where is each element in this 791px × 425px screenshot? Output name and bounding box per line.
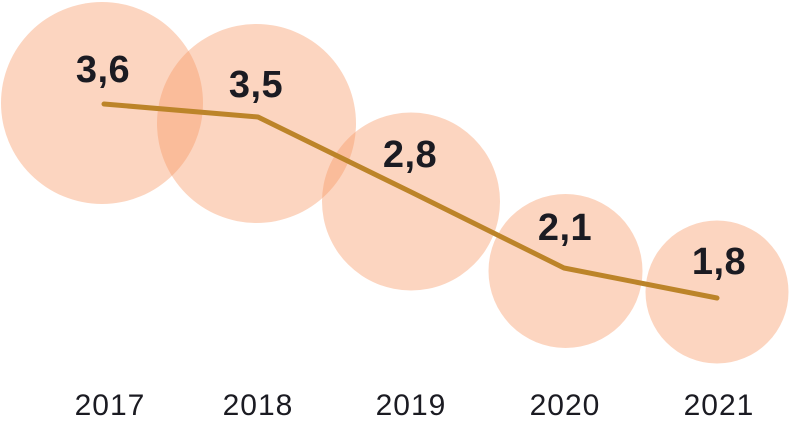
value-label-2020: 2,1 [537,207,593,249]
x-axis-label-2021: 2021 [683,389,755,422]
value-label-2019: 2,8 [382,134,438,176]
value-label-2021: 1,8 [691,241,747,283]
x-axis-label-2020: 2020 [529,389,601,422]
bubble-2019 [322,112,500,291]
bubble-2018 [157,24,356,223]
value-label-2017: 3,6 [75,49,131,91]
bubble-2021 [645,220,789,364]
x-axis-label-2019: 2019 [375,389,447,422]
x-axis-label-2017: 2017 [74,389,146,422]
x-axis-label-2018: 2018 [222,389,294,422]
value-label-2018: 3,5 [228,64,284,106]
bubble-2020 [488,194,643,348]
trend-line [101,101,720,301]
